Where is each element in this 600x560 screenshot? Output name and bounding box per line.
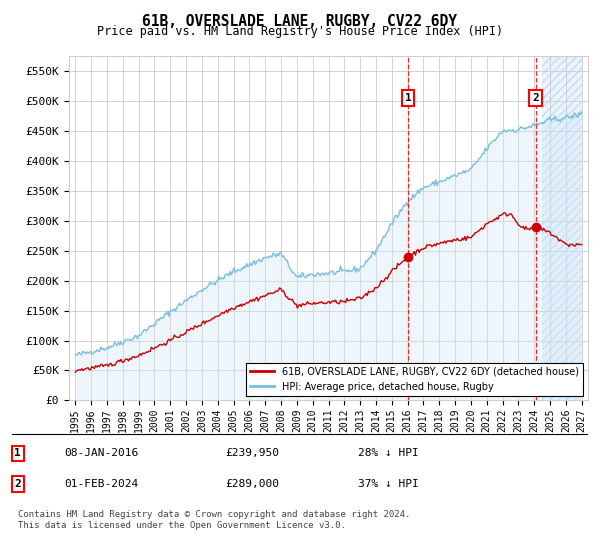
Text: 37% ↓ HPI: 37% ↓ HPI [358, 479, 418, 489]
Text: £239,950: £239,950 [225, 449, 279, 459]
Text: 2: 2 [14, 479, 21, 489]
Text: 1: 1 [405, 93, 412, 103]
Text: 61B, OVERSLADE LANE, RUGBY, CV22 6DY: 61B, OVERSLADE LANE, RUGBY, CV22 6DY [143, 14, 458, 29]
Text: £289,000: £289,000 [225, 479, 279, 489]
Text: 2: 2 [532, 93, 539, 103]
Text: Price paid vs. HM Land Registry's House Price Index (HPI): Price paid vs. HM Land Registry's House … [97, 25, 503, 38]
Text: 28% ↓ HPI: 28% ↓ HPI [358, 449, 418, 459]
Text: Contains HM Land Registry data © Crown copyright and database right 2024.
This d: Contains HM Land Registry data © Crown c… [18, 510, 410, 530]
Text: 1: 1 [14, 449, 21, 459]
Text: 01-FEB-2024: 01-FEB-2024 [64, 479, 138, 489]
Legend: 61B, OVERSLADE LANE, RUGBY, CV22 6DY (detached house), HPI: Average price, detac: 61B, OVERSLADE LANE, RUGBY, CV22 6DY (de… [246, 363, 583, 395]
Text: 08-JAN-2016: 08-JAN-2016 [64, 449, 138, 459]
